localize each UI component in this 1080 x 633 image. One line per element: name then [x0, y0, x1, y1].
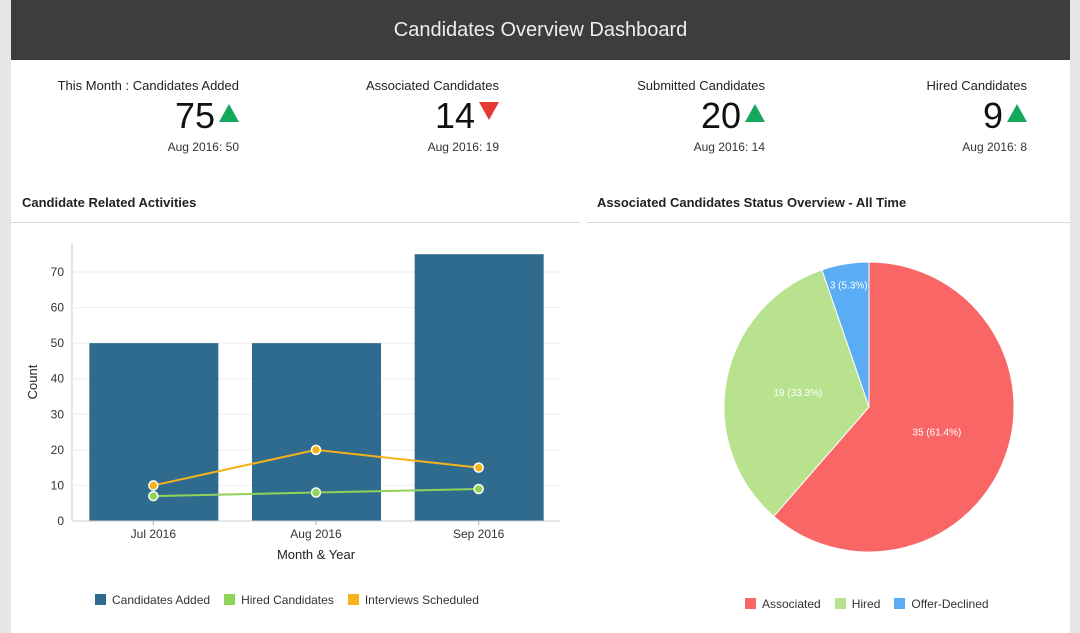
y-tick-label: 20	[51, 443, 65, 457]
dashboard-header: Candidates Overview Dashboard	[11, 0, 1070, 60]
legend-item[interactable]: Interviews Scheduled	[347, 593, 479, 607]
legend-item[interactable]: Offer-Declined	[894, 597, 989, 611]
legend-label: Candidates Added	[112, 593, 211, 607]
x-tick-label: Aug 2016	[290, 527, 342, 541]
y-axis-title: Count	[25, 364, 40, 399]
legend-swatch	[95, 594, 106, 605]
pie-slice-hired	[723, 269, 870, 518]
point-hired-candidates	[310, 487, 322, 498]
trend-up-icon	[219, 104, 239, 122]
kpi-value: 14	[434, 95, 475, 136]
pie-slice-offer-declined	[821, 261, 870, 408]
y-tick-label: 0	[57, 514, 64, 528]
kpi-value: 75	[174, 95, 215, 136]
legend-swatch	[894, 598, 906, 609]
legend-swatch	[834, 598, 846, 609]
bar-candidates-added	[414, 254, 544, 521]
x-tick-label: Jul 2016	[131, 527, 177, 541]
y-tick-label: 60	[51, 301, 65, 315]
point-interviews-scheduled	[148, 480, 159, 491]
kpi-comparison: Aug 2016: 19	[427, 140, 499, 154]
y-tick-label: 30	[51, 407, 65, 421]
legend-label: Hired	[851, 597, 881, 611]
legend-swatch	[745, 598, 756, 609]
kpi-value: 9	[982, 95, 1003, 136]
y-tick-label: 10	[51, 478, 65, 492]
legend-swatch	[347, 594, 359, 605]
point-hired-candidates	[148, 490, 159, 502]
legend-label: Offer-Declined	[911, 597, 989, 611]
legend-item[interactable]: Hired Candidates	[224, 593, 334, 607]
kpi-label: Hired Candidates	[926, 78, 1027, 93]
kpi-comparison: Aug 2016: 50	[167, 140, 239, 154]
kpi-label: This Month : Candidates Added	[57, 78, 239, 93]
pie-slice-label: 19 (33.3%)	[773, 388, 822, 399]
activities-legend: Candidates Added Hired Candidates Interv…	[95, 593, 479, 607]
y-tick-label: 50	[51, 336, 65, 350]
kpi-associated-candidates[interactable]: Associated Candidates 14 Aug 2016: 19	[366, 78, 499, 154]
divider	[587, 222, 1070, 223]
kpi-label: Associated Candidates	[366, 78, 499, 93]
kpi-hired-candidates[interactable]: Hired Candidates 9 Aug 2016: 8	[927, 78, 1027, 154]
point-interviews-scheduled	[310, 444, 322, 456]
legend-label: Interviews Scheduled	[364, 593, 479, 607]
kpi-comparison: Aug 2016: 14	[693, 140, 765, 154]
legend-item[interactable]: Hired	[834, 597, 881, 611]
pie-slice-label: 3 (5.3%)	[830, 280, 868, 291]
point-hired-candidates	[473, 483, 484, 495]
pie-slice-label: 35 (61.4%)	[912, 427, 961, 438]
activities-chart-title: Candidate Related Activities	[22, 195, 197, 210]
legend-item[interactable]: Associated	[745, 597, 821, 611]
status-legend: Associated Hired Offer-Declined	[745, 597, 989, 611]
legend-swatch	[224, 594, 236, 605]
x-axis-title: Month & Year	[277, 547, 356, 562]
kpi-candidates-added[interactable]: This Month : Candidates Added 75 Aug 201…	[58, 78, 239, 154]
kpi-value: 20	[700, 95, 741, 136]
kpi-comparison: Aug 2016: 8	[962, 140, 1027, 154]
y-tick-label: 70	[51, 265, 65, 279]
divider	[11, 222, 580, 223]
kpi-label: Submitted Candidates	[637, 78, 765, 93]
legend-item[interactable]: Candidates Added	[95, 593, 210, 607]
legend-label: Associated	[762, 597, 821, 611]
status-chart-title: Associated Candidates Status Overview - …	[597, 195, 907, 210]
trend-down-icon	[479, 102, 499, 120]
y-tick-label: 40	[51, 372, 65, 386]
pie-slice-associated	[773, 261, 1015, 553]
x-tick-label: Sep 2016	[453, 527, 505, 541]
trend-up-icon	[1007, 104, 1027, 122]
legend-label: Hired Candidates	[241, 593, 334, 607]
dashboard-title: Candidates Overview Dashboard	[393, 19, 688, 41]
trend-up-icon	[745, 104, 765, 122]
kpi-submitted-candidates[interactable]: Submitted Candidates 20 Aug 2016: 14	[637, 78, 765, 154]
point-interviews-scheduled	[473, 462, 484, 473]
